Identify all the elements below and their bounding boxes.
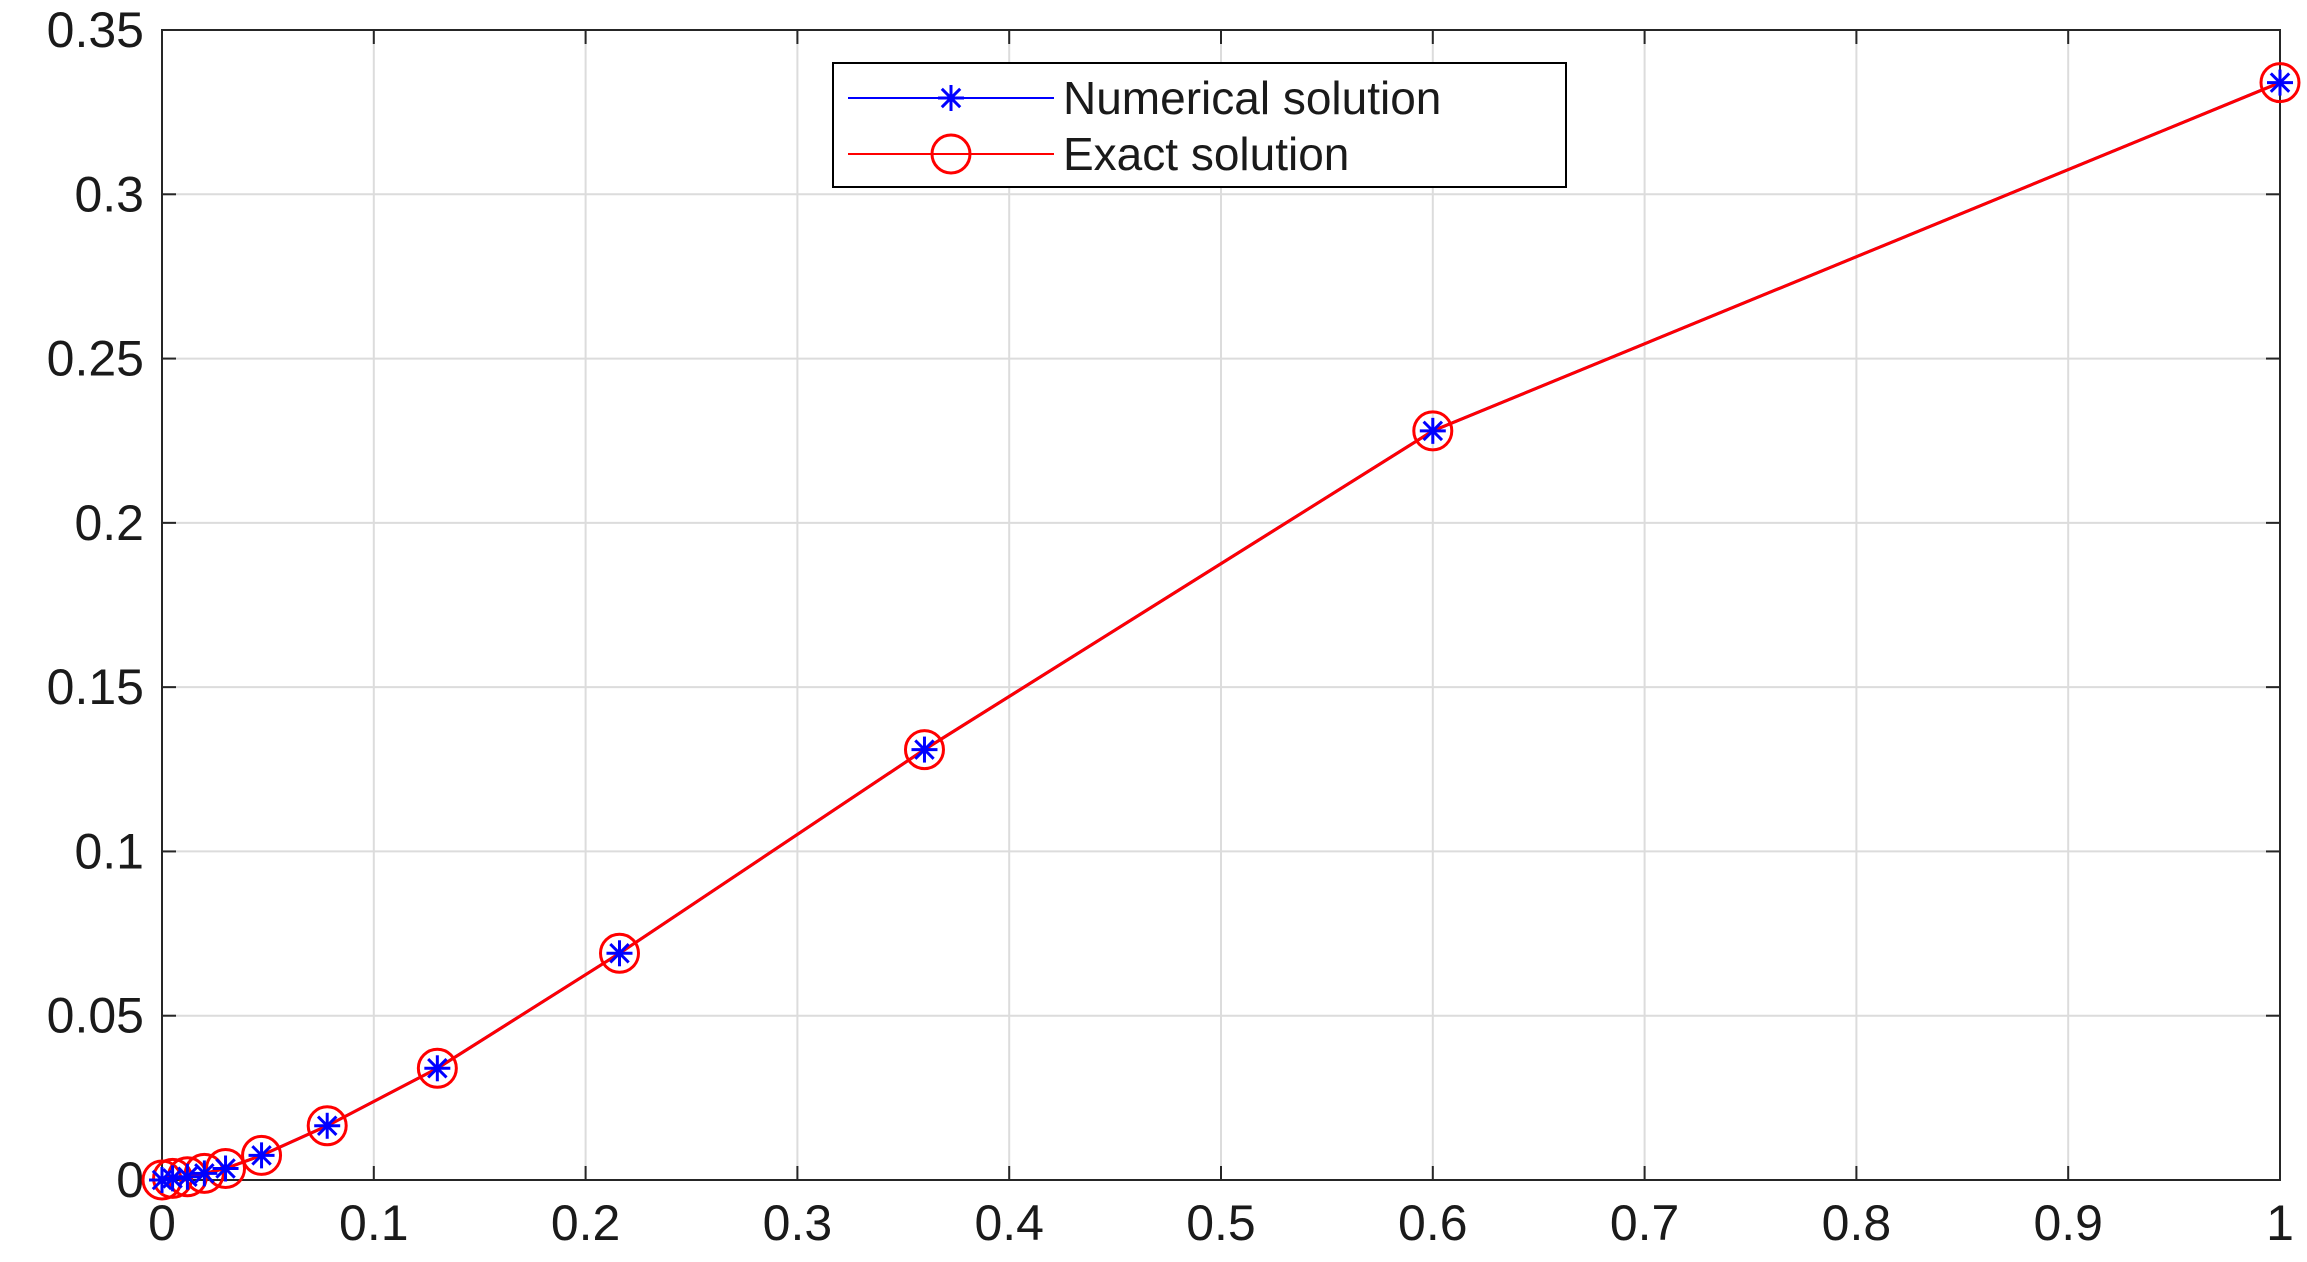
legend-asterisk	[938, 85, 964, 111]
x-tick-label: 0.1	[339, 1195, 409, 1251]
asterisk-stroke	[162, 1168, 183, 1189]
y-tick-label: 0.2	[74, 495, 144, 551]
y-tick-label: 0	[116, 1152, 144, 1208]
asterisk-stroke	[316, 1115, 338, 1137]
exact-point	[598, 932, 640, 974]
numerical-point	[2267, 69, 2293, 96]
asterisk-stroke	[609, 943, 630, 964]
x-tick-label: 0.6	[1398, 1195, 1468, 1251]
x-tick-label: 0.5	[1186, 1195, 1256, 1251]
numerical-point	[314, 1112, 341, 1139]
numerical-point	[606, 940, 633, 967]
x-tick-label: 0.7	[1610, 1195, 1680, 1251]
asterisk-stroke	[427, 1058, 448, 1079]
asterisk-stroke	[1422, 420, 1444, 442]
y-tick-label: 0.1	[74, 823, 144, 879]
asterisk-stroke	[177, 1166, 198, 1187]
legend-box	[832, 62, 1567, 188]
numerical-point	[424, 1055, 451, 1082]
exact-point	[152, 1157, 194, 1199]
legend: Numerical solution Exact solution	[832, 62, 1567, 188]
x-tick-label: 1	[2266, 1195, 2294, 1251]
numerical-point	[174, 1163, 201, 1190]
series-layer	[141, 62, 2301, 1201]
exact-point	[2259, 62, 2301, 104]
x-tick-label: 0	[148, 1195, 176, 1251]
numerical-point	[248, 1142, 275, 1169]
exact-point	[416, 1047, 458, 1089]
asterisk-stroke	[2269, 72, 2291, 93]
numerical-point	[911, 736, 938, 763]
y-tick-label: 0.05	[47, 988, 144, 1044]
legend-label-numerical: Numerical solution	[1063, 72, 1441, 124]
exact-point	[205, 1148, 247, 1189]
axes-frame	[161, 29, 2281, 1181]
legend-marker-numerical	[938, 85, 964, 111]
axes: 0 0.1 0.2 0.3 0.4 0.5 0.6 0.7 0.8 0.9 1 0 0.05 0.1 0.1…	[47, 2, 2294, 1251]
legend-circle	[930, 133, 972, 175]
y-tick-label: 0.3	[74, 166, 144, 222]
asterisk-stroke	[251, 1145, 272, 1166]
asterisk-stroke	[940, 87, 962, 109]
exact-point	[241, 1134, 283, 1176]
asterisk-stroke	[215, 1158, 236, 1179]
legend-marker-exact	[930, 133, 972, 175]
y-tick-label: 0.15	[47, 659, 144, 715]
y-tick-label: 0.35	[47, 2, 144, 58]
legend-label-exact: Exact solution	[1063, 128, 1349, 180]
numerical-point	[191, 1160, 218, 1187]
x-tick-label: 0.3	[763, 1195, 833, 1251]
numerical-point	[1419, 417, 1446, 444]
x-tick-label: 0.2	[551, 1195, 621, 1251]
x-tick-label: 0.8	[1822, 1195, 1892, 1251]
asterisk-stroke	[194, 1163, 215, 1184]
numerical-point	[212, 1155, 239, 1182]
y-tick-label: 0.25	[47, 331, 144, 387]
exact-point	[1412, 410, 1454, 452]
x-tick-label: 0.9	[2033, 1195, 2103, 1251]
exact-point	[306, 1105, 348, 1147]
asterisk-stroke	[914, 739, 935, 760]
exact-point	[903, 729, 945, 771]
x-tick-label: 0.4	[974, 1195, 1044, 1251]
